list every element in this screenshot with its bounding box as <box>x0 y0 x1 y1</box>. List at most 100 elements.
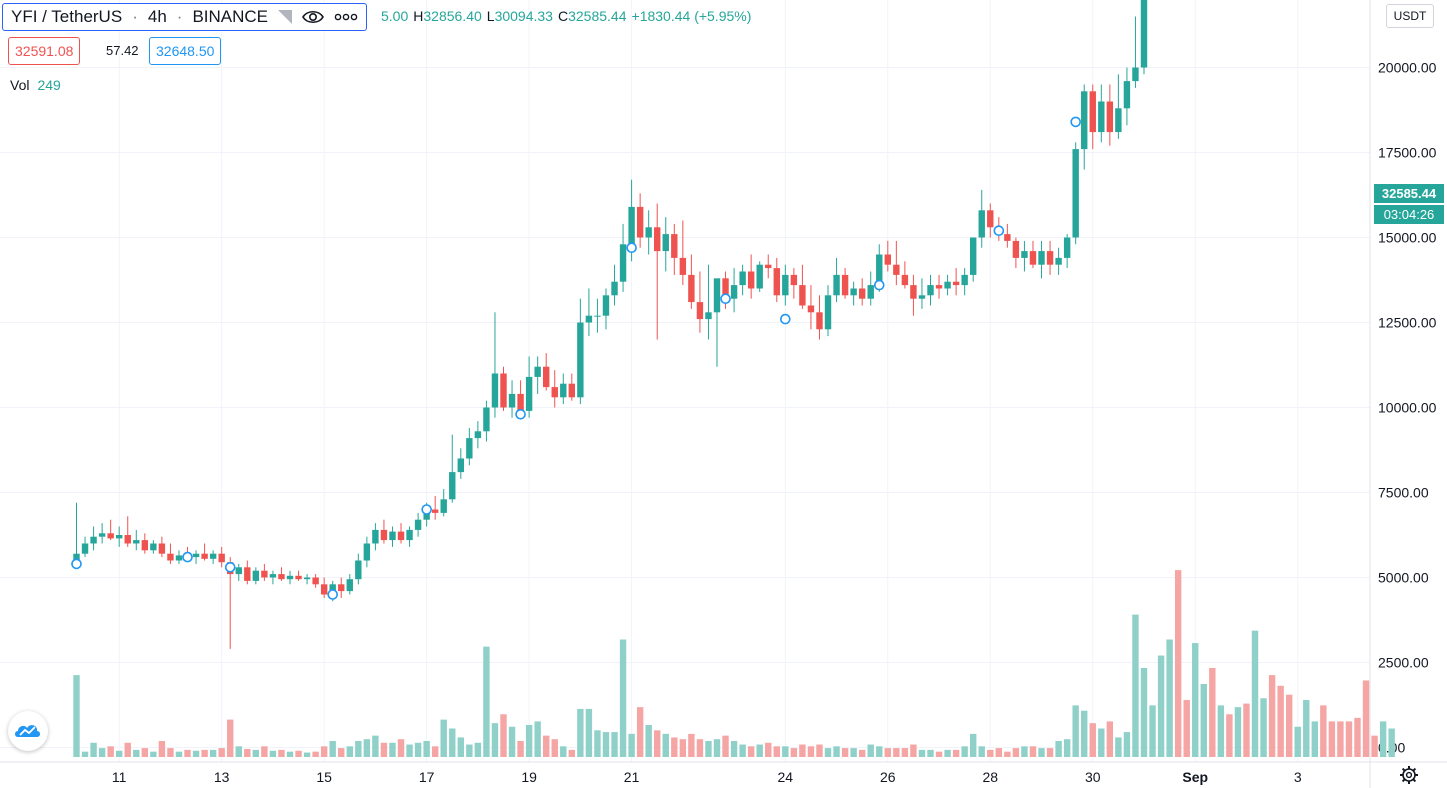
candle-body <box>1063 237 1071 258</box>
event-markers[interactable] <box>71 0 1345 600</box>
volume-bar <box>722 735 729 757</box>
candle-body <box>1089 91 1096 133</box>
candle-body <box>278 574 285 580</box>
time-axis[interactable]: 11 13 15 17 19 21 24 26 28 30 Sep 3 <box>0 761 1447 785</box>
volume-bar <box>696 739 704 757</box>
candle-body <box>218 553 225 563</box>
price-tick-label: 20000.00 <box>1378 60 1437 76</box>
volume-bar <box>423 740 430 757</box>
volume-bar <box>1234 707 1242 757</box>
candle-body <box>286 575 294 580</box>
candle-body <box>1046 251 1054 265</box>
candle-body <box>124 535 131 544</box>
volume-bar <box>1038 748 1045 757</box>
time-tick-label: 26 <box>880 769 896 785</box>
candles <box>73 0 1148 649</box>
candle-body <box>790 274 798 286</box>
volume-bar <box>1260 698 1267 757</box>
price-tick-label: 15000.00 <box>1378 230 1437 246</box>
candle-body <box>235 567 242 575</box>
candle-body <box>765 264 772 269</box>
volume-bar <box>1217 705 1225 757</box>
volume-bar <box>773 746 780 757</box>
candle-body <box>1029 251 1037 265</box>
symbol-name[interactable]: YFI / TetherUS <box>11 7 123 26</box>
volume-bar <box>585 708 593 757</box>
square-icon[interactable] <box>278 10 293 24</box>
volume-bar <box>1123 732 1131 757</box>
volume-bar <box>876 746 883 757</box>
candle-body <box>918 295 926 299</box>
volume-bar <box>611 732 618 757</box>
candle-body <box>799 285 806 306</box>
volume-bars <box>73 570 1395 757</box>
volume-bar <box>1098 728 1105 757</box>
volume-bar <box>278 749 285 757</box>
more-dots-icon[interactable] <box>334 13 358 21</box>
candle-body <box>833 274 840 296</box>
volume-bar <box>756 744 763 757</box>
volume-bar <box>1388 728 1395 757</box>
candle-body <box>431 509 439 513</box>
volume-bar <box>568 749 576 757</box>
buy-price-button[interactable]: 32648.50 <box>149 37 222 65</box>
candle-body <box>158 543 166 554</box>
candle-body <box>406 529 413 541</box>
candle-body <box>551 387 558 398</box>
candle-body <box>594 315 601 317</box>
event-marker-icon <box>993 225 1005 236</box>
volume-label: Vol <box>10 77 30 93</box>
candle-body <box>517 393 524 411</box>
event-marker-icon <box>327 589 339 600</box>
last-price-tag: 32585.44 <box>1374 184 1444 203</box>
volume-legend[interactable]: Vol 249 <box>10 77 61 93</box>
candle-body <box>824 295 832 330</box>
visibility-eye-icon[interactable] <box>302 9 324 25</box>
price-axis[interactable]: 0.002500.005000.007500.0010000.0012500.0… <box>1369 0 1437 788</box>
volume-bar <box>158 740 166 757</box>
event-marker-icon <box>515 408 526 420</box>
candle-body <box>773 268 780 296</box>
time-tick-label: 30 <box>1085 769 1101 785</box>
volume-bar <box>551 739 558 757</box>
candle-body <box>312 577 319 585</box>
volume-bar <box>705 740 712 757</box>
candle-body <box>944 281 951 289</box>
candle-body <box>730 285 738 299</box>
volume-bar <box>389 742 396 757</box>
candle-body <box>654 227 661 252</box>
candle-body <box>372 529 379 544</box>
volume-bar <box>1379 721 1387 757</box>
volume-bar <box>816 744 823 757</box>
price-tick-label: 7500.00 <box>1378 485 1429 501</box>
volume-bar <box>935 751 943 757</box>
volume-bar <box>431 746 439 757</box>
volume-bar <box>1021 746 1028 757</box>
candle-body <box>474 431 482 439</box>
volume-bar <box>1251 630 1259 757</box>
volume-bar <box>525 724 533 757</box>
volume-bar <box>201 749 208 757</box>
settings-gear-icon[interactable] <box>1398 764 1420 786</box>
volume-bar <box>466 744 473 757</box>
candle-body <box>440 499 447 513</box>
candle-body <box>107 533 114 539</box>
volume-bar <box>227 719 234 757</box>
candle-body <box>363 543 371 561</box>
volume-bar <box>124 742 131 757</box>
candle-body <box>841 274 849 296</box>
tradingview-cloud-icon[interactable] <box>8 711 48 751</box>
candle-body <box>893 264 900 275</box>
candle-body <box>577 322 584 398</box>
sell-price-button[interactable]: 32591.08 <box>8 37 81 65</box>
symbol-legend[interactable]: YFI / TetherUS · 4h · BINANCE <box>2 3 368 31</box>
candle-body <box>389 531 396 541</box>
candle-body <box>1115 108 1122 133</box>
currency-button[interactable]: USDT <box>1386 4 1434 28</box>
candle-body <box>338 584 345 592</box>
candle-body <box>611 281 618 296</box>
interval-label[interactable]: 4h <box>147 7 167 26</box>
volume-bar <box>730 740 738 757</box>
volume-bar <box>910 744 917 757</box>
